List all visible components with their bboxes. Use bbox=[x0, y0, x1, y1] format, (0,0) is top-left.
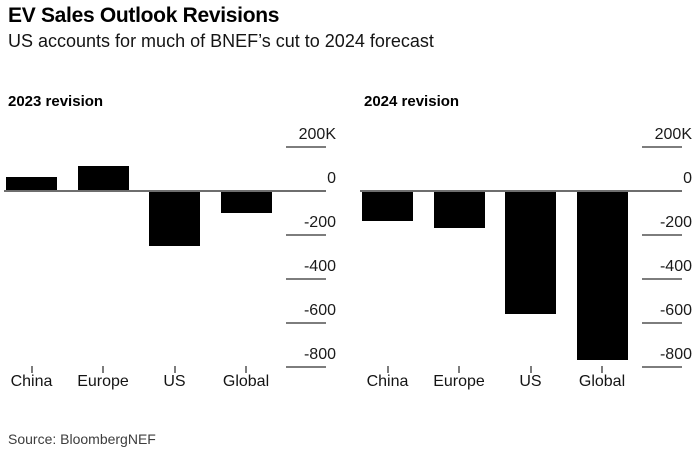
y-tick-label--200: -200 bbox=[659, 214, 692, 231]
y-tick-label-0: 0 bbox=[683, 170, 692, 187]
y-gridline--400 bbox=[286, 278, 326, 280]
y-gridline--800 bbox=[642, 366, 682, 368]
x-tick-global bbox=[601, 366, 603, 373]
zero-baseline bbox=[4, 190, 326, 192]
x-label-europe: Europe bbox=[433, 373, 485, 390]
y-tick-label-0: 0 bbox=[327, 170, 336, 187]
y-tick-label--200: -200 bbox=[303, 214, 336, 231]
plot-area-2024: 200K 0 -200 -400 -600 -800 China Europe US Global bbox=[356, 85, 700, 407]
x-tick-us bbox=[173, 366, 176, 373]
x-label-china: China bbox=[10, 373, 53, 390]
bar-china-2023 bbox=[6, 176, 57, 191]
y-gridline--400 bbox=[642, 278, 682, 280]
y-tick-label--800: -800 bbox=[303, 346, 336, 363]
panel-title-2024: 2024 revision bbox=[364, 93, 460, 110]
x-label-china: China bbox=[366, 373, 409, 390]
x-label-us: US bbox=[163, 373, 186, 390]
x-label-global: Global bbox=[222, 373, 270, 390]
x-tick-china bbox=[386, 366, 389, 373]
x-label-us: US bbox=[519, 373, 542, 390]
zero-baseline bbox=[360, 190, 682, 192]
panel-title-2023: 2023 revision bbox=[8, 93, 104, 110]
y-gridline--600 bbox=[642, 322, 682, 324]
chart-title: EV Sales Outlook Revisions bbox=[8, 4, 280, 27]
bar-global-2023 bbox=[220, 191, 272, 213]
bar-us-2023 bbox=[149, 191, 200, 246]
source-note: Source: BloombergNEF bbox=[8, 431, 156, 447]
x-tick-europe bbox=[102, 366, 104, 373]
chart-subtitle: US accounts for much of BNEF’s cut to 20… bbox=[8, 31, 434, 51]
y-tick-label--600: -600 bbox=[303, 302, 336, 319]
panel-2024-revision: 2024 revision 200K 0 -200 -400 -600 -800 China… bbox=[356, 85, 700, 407]
x-tick-global bbox=[245, 366, 247, 373]
x-tick-china bbox=[30, 366, 33, 373]
bar-us-2024 bbox=[505, 191, 556, 315]
y-gridline--200 bbox=[286, 234, 326, 236]
bar-china-2024 bbox=[362, 191, 413, 221]
x-tick-us bbox=[529, 366, 532, 373]
bar-global-2024 bbox=[576, 191, 628, 361]
y-gridline--800 bbox=[286, 366, 326, 368]
y-tick-label--400: -400 bbox=[303, 258, 336, 275]
x-tick-europe bbox=[458, 366, 460, 373]
bar-europe-2024 bbox=[433, 191, 485, 229]
panel-2023-revision: 2023 revision 200K 0 -200 -400 -600 -800 China… bbox=[0, 85, 344, 407]
y-tick-label--400: -400 bbox=[659, 258, 692, 275]
x-label-europe: Europe bbox=[77, 373, 129, 390]
plot-area-2023: 200K 0 -200 -400 -600 -800 China Europe US Global bbox=[0, 85, 344, 407]
y-gridline--200 bbox=[642, 234, 682, 236]
y-gridline--600 bbox=[286, 322, 326, 324]
y-tick-label--600: -600 bbox=[659, 302, 692, 319]
bar-europe-2023 bbox=[77, 165, 129, 191]
y-gridline-200K bbox=[286, 146, 326, 148]
x-label-global: Global bbox=[578, 373, 626, 390]
y-tick-label--800: -800 bbox=[659, 346, 692, 363]
y-tick-label-200K: 200K bbox=[654, 126, 692, 143]
y-gridline-200K bbox=[642, 146, 682, 148]
y-tick-label-200K: 200K bbox=[298, 126, 336, 143]
